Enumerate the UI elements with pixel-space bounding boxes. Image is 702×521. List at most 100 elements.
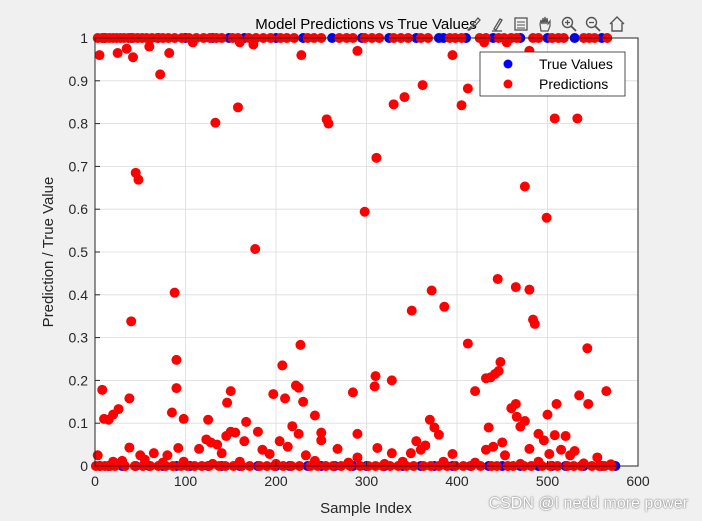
prediction-point: [511, 411, 522, 422]
pan-hand-icon: [539, 16, 551, 32]
prediction-point: [551, 398, 562, 409]
prediction-point: [405, 448, 416, 459]
x-tick-label: 300: [355, 473, 379, 489]
legend-marker-predictions: [503, 79, 513, 89]
prediction-point: [542, 409, 553, 420]
prediction-point: [499, 450, 510, 461]
prediction-point: [515, 421, 526, 432]
data-cursor-icon: [492, 18, 503, 32]
prediction-point: [252, 426, 263, 437]
prediction-point: [549, 430, 560, 441]
legend[interactable]: True Values Predictions: [479, 51, 626, 97]
prediction-point: [433, 429, 444, 440]
home-button[interactable]: [606, 13, 628, 35]
prediction-point: [124, 442, 135, 453]
y-tick-label: 1: [80, 30, 88, 46]
data-cursor-button[interactable]: [486, 13, 508, 35]
prediction-point: [462, 83, 473, 94]
prediction-point: [359, 206, 370, 217]
prediction-point: [519, 181, 530, 192]
prediction-point: [538, 435, 549, 446]
watermark-text: CSDN @I nedd more power: [488, 495, 688, 512]
prediction-point: [529, 318, 540, 329]
prediction-point: [126, 316, 137, 327]
prediction-point: [124, 393, 135, 404]
prediction-point: [162, 450, 173, 461]
axes-toolbar: [462, 10, 628, 38]
y-tick-label: 0.6: [69, 201, 89, 217]
prediction-point: [293, 428, 304, 439]
prediction-point: [399, 92, 410, 103]
prediction-point: [592, 452, 603, 463]
prediction-point: [268, 389, 279, 400]
home-icon: [609, 16, 625, 32]
prediction-point: [94, 50, 105, 61]
prediction-point: [133, 174, 144, 185]
legend-marker-true-values: [503, 59, 513, 69]
prediction-point: [248, 39, 259, 50]
prediction-point: [601, 386, 612, 397]
prediction-point: [495, 356, 506, 367]
prediction-point: [574, 390, 585, 401]
prediction-point: [178, 413, 189, 424]
prediction-point: [287, 421, 298, 432]
x-axis-ticks: 0 100 200 300 400 500 600: [91, 461, 650, 489]
prediction-point: [187, 37, 198, 48]
legend-button[interactable]: [510, 13, 532, 35]
chart-title: Model Predictions vs True Values: [255, 16, 477, 33]
pan-button[interactable]: [534, 13, 556, 35]
prediction-point: [257, 444, 268, 455]
x-tick-label: 100: [174, 473, 198, 489]
prediction-point: [371, 152, 382, 163]
legend-box: [479, 51, 626, 97]
prediction-point: [166, 407, 177, 418]
prediction-point: [300, 450, 311, 461]
y-axis-label: Prediction / True Value: [40, 177, 57, 328]
prediction-point: [232, 102, 243, 113]
zoom-out-icon: [585, 16, 601, 32]
prediction-point: [171, 354, 182, 365]
prediction-point: [277, 360, 288, 371]
prediction-point: [560, 431, 571, 442]
prediction-point: [230, 427, 241, 438]
prediction-point: [194, 443, 205, 454]
prediction-point: [462, 338, 473, 349]
prediction-point: [225, 386, 236, 397]
legend-icon: [514, 17, 528, 31]
prediction-point: [352, 45, 363, 56]
prediction-point: [352, 428, 363, 439]
prediction-point: [148, 448, 159, 459]
prediction-point: [415, 444, 426, 455]
prediction-point: [282, 441, 293, 452]
prediction-point: [173, 443, 184, 454]
prediction-point: [144, 41, 155, 52]
x-tick-label: 600: [626, 473, 650, 489]
prediction-point: [388, 99, 399, 110]
prediction-point: [541, 212, 552, 223]
prediction-point: [298, 396, 309, 407]
prediction-point: [369, 381, 380, 392]
prediction-point: [316, 435, 327, 446]
prediction-point: [480, 444, 491, 455]
prediction-point: [309, 410, 320, 421]
prediction-point: [501, 37, 512, 48]
brush-button[interactable]: [462, 13, 484, 35]
y-tick-label: 0.5: [69, 244, 89, 260]
prediction-point: [264, 449, 275, 460]
prediction-point: [222, 397, 233, 408]
prediction-point: [386, 448, 397, 459]
y-tick-label: 0.3: [69, 330, 89, 346]
prediction-point: [426, 285, 437, 296]
y-tick-label: 0.9: [69, 73, 89, 89]
zoom-in-button[interactable]: [558, 13, 580, 35]
prediction-point: [316, 427, 327, 438]
prediction-point: [216, 448, 227, 459]
prediction-point: [103, 414, 114, 425]
prediction-point: [171, 383, 182, 394]
prediction-point: [506, 403, 517, 414]
zoom-out-button[interactable]: [582, 13, 604, 35]
prediction-point: [447, 50, 458, 61]
prediction-point: [241, 416, 252, 427]
zoom-in-icon: [561, 16, 577, 32]
